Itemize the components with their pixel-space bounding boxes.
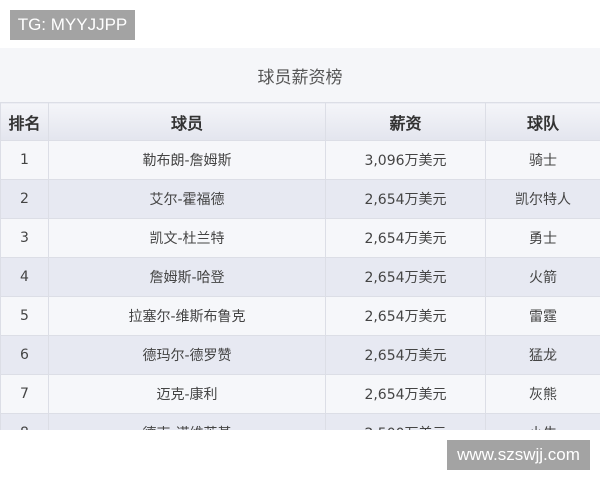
rank-cell: 2 (0, 179, 49, 219)
player-cell: 凯文-杜兰特 (48, 218, 326, 258)
header-rank: 排名 (0, 102, 49, 141)
header-team: 球队 (485, 102, 600, 141)
table-title: 球员薪资榜 (0, 48, 600, 102)
player-cell: 勒布朗-詹姆斯 (48, 140, 326, 180)
salary-cell: 2,654万美元 (325, 179, 486, 219)
player-cell: 拉塞尔-维斯布鲁克 (48, 296, 326, 336)
watermark-top: TG: MYYJJPP (10, 10, 135, 40)
header-row: 排名 球员 薪资 球队 (0, 102, 600, 141)
rank-cell: 5 (0, 296, 49, 336)
rank-cell: 3 (0, 218, 49, 258)
team-cell: 凯尔特人 (485, 179, 600, 219)
rank-cell: 1 (0, 140, 49, 180)
salary-cell: 2,654万美元 (325, 296, 486, 336)
player-cell: 詹姆斯-哈登 (48, 257, 326, 297)
header-salary: 薪资 (325, 102, 486, 141)
table-row: 8德克-诺维茨基2,500万美元小牛 (0, 413, 600, 430)
table-row: 7 迈克-康利 2,654万美元 灰熊 (0, 374, 600, 414)
header-player: 球员 (48, 102, 326, 141)
table-row: 4 詹姆斯-哈登 2,654万美元 火箭 (0, 257, 600, 297)
table-row: 2 艾尔-霍福德 2,654万美元 凯尔特人 (0, 179, 600, 219)
salary-cell: 2,654万美元 (325, 218, 486, 258)
player-cell: 德玛尔-德罗赞 (48, 335, 326, 375)
rank-cell: 7 (0, 374, 49, 414)
player-cell: 德克-诺维茨基 (48, 413, 326, 430)
table-row: 3 凯文-杜兰特 2,654万美元 勇士 (0, 218, 600, 258)
rank-cell: 8 (0, 413, 49, 430)
salary-cell: 2,654万美元 (325, 374, 486, 414)
table-row: 6 德玛尔-德罗赞 2,654万美元 猛龙 (0, 335, 600, 375)
team-cell: 勇士 (485, 218, 600, 258)
team-cell: 小牛 (485, 413, 600, 430)
team-cell: 灰熊 (485, 374, 600, 414)
salary-cell: 2,500万美元 (325, 413, 486, 430)
team-cell: 骑士 (485, 140, 600, 180)
salary-table: 排名 球员 薪资 球队 1 勒布朗-詹姆斯 3,096万美元 骑士 2 艾尔-霍福德 2,6… (0, 102, 600, 430)
player-cell: 迈克-康利 (48, 374, 326, 414)
rank-cell: 6 (0, 335, 49, 375)
rank-cell: 4 (0, 257, 49, 297)
salary-table-panel: 球员薪资榜 排名 球员 薪资 球队 1 勒布朗-詹姆斯 3,096万美元 骑士 2 艾尔-… (0, 48, 600, 430)
salary-cell: 2,654万美元 (325, 257, 486, 297)
watermark-bottom: www.szswjj.com (447, 440, 590, 470)
team-cell: 火箭 (485, 257, 600, 297)
team-cell: 雷霆 (485, 296, 600, 336)
table-row: 5 拉塞尔-维斯布鲁克 2,654万美元 雷霆 (0, 296, 600, 336)
salary-cell: 3,096万美元 (325, 140, 486, 180)
team-cell: 猛龙 (485, 335, 600, 375)
salary-cell: 2,654万美元 (325, 335, 486, 375)
table-row: 1 勒布朗-詹姆斯 3,096万美元 骑士 (0, 140, 600, 180)
player-cell: 艾尔-霍福德 (48, 179, 326, 219)
